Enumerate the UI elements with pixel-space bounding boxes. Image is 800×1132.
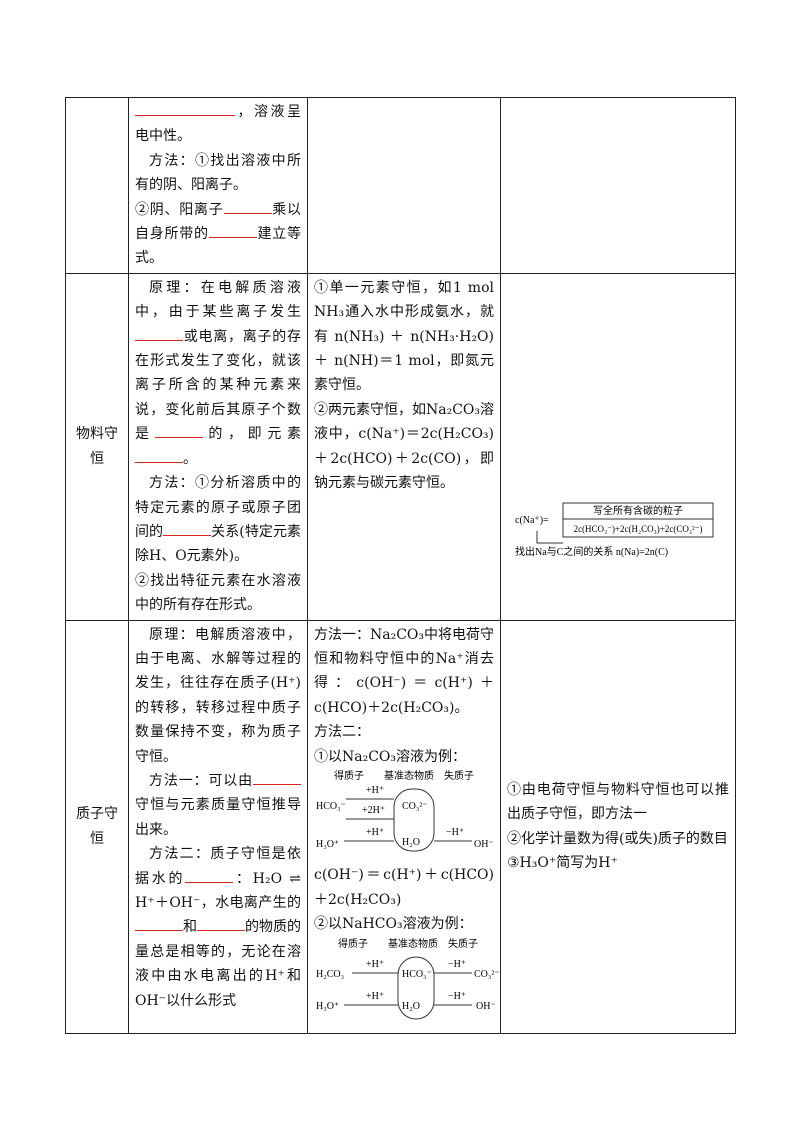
- para: ②找出特征元素在水溶液中的所有存在形式。: [135, 569, 301, 618]
- row: 物料守恒 原理：在电解质溶液中，由于某些离子发生或电离，离子的存在形式发生了变化…: [65, 272, 736, 621]
- diagram-text: 得质子: [338, 938, 368, 950]
- diagram-text: 基准态物质: [384, 769, 434, 782]
- cell: ，溶液呈电中性。 方法：①找出溶液中所有的阴、阳离子。 ②阴、阳离子 乘以自身所带…: [128, 97, 308, 274]
- diagram-text: +2H⁺: [362, 805, 385, 816]
- text: 守恒与元素质量守恒推导出来。: [135, 797, 301, 838]
- diagram-text: +H⁺: [366, 827, 384, 838]
- diagram-text: CO₃²⁻: [474, 969, 499, 980]
- diagram: c(Na⁺)= 写全所有含碳的粒子 2c(HCO₃⁻)+2c(H₂CO₃)+2c…: [515, 502, 714, 558]
- diagram-text: 得质子: [334, 770, 364, 782]
- diagram-text: +H⁺: [366, 785, 384, 796]
- diagram-text: H₂CO₃: [316, 969, 344, 980]
- diagram-text: 找出Na与C之间的关系 n(Na)=2n(C): [515, 545, 668, 558]
- para: c(OH⁻)＝c(H⁺)＋c(HCO)＋2c(H₂CO₃): [314, 867, 494, 908]
- para: ，溶液呈电中性。: [135, 100, 301, 149]
- diagram-text: −H⁺: [446, 827, 464, 838]
- cell: [307, 97, 501, 274]
- para: ②两元素守恒，如Na₂CO₃溶液中，c(Na⁺)＝2c(H₂CO₃)＋2c(HC…: [314, 401, 495, 492]
- diagram-text: −H⁺: [448, 959, 466, 970]
- diagram: 得质子 基准态物质 失质子 HCO₃⁻ +H⁺ +2H⁺ CO₃²⁻ H₃O⁺ …: [316, 769, 494, 852]
- diagram-text: 基准态物质: [388, 937, 438, 950]
- para: 方法二：: [314, 724, 370, 741]
- text: 原理：电解质溶液中，由于电离、水解等过程的发生，往往存在质子(H⁺)的转移，转移…: [135, 626, 301, 765]
- para: 原理：电解质溶液中，由于电离、水解等过程的发生，往往存在质子(H⁺)的转移，转移…: [135, 623, 301, 769]
- text: 和: [183, 919, 197, 936]
- row: 质子守恒 原理：电解质溶液中，由于电离、水解等过程的发生，往往存在质子(H⁺)的…: [65, 619, 736, 1035]
- para: 方法：①分析溶质中的特定元素的原子或原子团间的 关系(特定元素除H、O元素外)。: [135, 471, 301, 569]
- cell: c(Na⁺)= 写全所有含碳的粒子 2c(HCO₃⁻)+2c(H₂CO₃)+2c…: [500, 272, 736, 621]
- para: 方法一：Na₂CO₃中将电荷守恒和物料守恒中的Na⁺消去得：c(OH⁻)＝c(H…: [314, 626, 495, 716]
- diagram: 得质子 基准态物质 失质子 H₂CO₃ +H⁺ HCO₃⁻ −H⁺ CO₃²⁻ …: [316, 937, 500, 1020]
- diagram-text: HCO₃⁻: [316, 801, 346, 812]
- text: 关系(特定元素除H、O元素外)。: [135, 523, 301, 565]
- cell: 方法一：Na₂CO₃中将电荷守恒和物料守恒中的Na⁺消去得：c(OH⁻)＝c(H…: [307, 619, 501, 1035]
- text: 或电离，离子的存在形式发生了变化，就该离子所含的某种元素来说，变化前后其原子个数…: [135, 328, 301, 443]
- text: 方法：①分析溶质中的特定元素的原子或原子团间的: [135, 475, 301, 540]
- text: ②找出特征元素在水溶液中的所有存在形式。: [135, 572, 301, 614]
- row-label: 物料守恒: [65, 272, 129, 621]
- diagram-text: H₃O⁺: [316, 1001, 339, 1012]
- text: 的物质的量总是相等的，无论在溶液中由水电离出的H⁺和OH⁻以什么形式: [135, 919, 301, 1009]
- text: 方法二：质子守恒是依据水的: [135, 846, 301, 887]
- text: ②阴、阳离子: [135, 201, 224, 218]
- text: 。: [183, 450, 197, 467]
- para: ②化学计量数为得(或失)质子的数目: [507, 830, 728, 847]
- para: 方法：①找出溶液中所有的阴、阳离子。: [135, 149, 301, 198]
- diagram-text: OH⁻: [476, 1001, 496, 1012]
- cell: [500, 97, 736, 274]
- para: ②以NaHCO₃溶液为例：: [314, 916, 473, 933]
- diagram-text: +H⁺: [366, 959, 384, 970]
- cell: [65, 97, 129, 274]
- diagram-text: H₃O⁺: [316, 839, 339, 850]
- diagram-text: +H⁺: [366, 991, 384, 1002]
- text: 方法一：可以由: [149, 772, 253, 789]
- table: ，溶液呈电中性。 方法：①找出溶液中所有的阴、阳离子。 ②阴、阳离子 乘以自身所带…: [65, 97, 736, 1035]
- para: ②阴、阳离子 乘以自身所带的 建立等式。: [135, 198, 301, 271]
- para: 方法二：质子守恒是依据水的 ：H₂O ⇌ H⁺＋OH⁻，水电离产生的和 的物质的量总…: [135, 842, 301, 1013]
- text: 乘以自身所带的: [135, 201, 301, 243]
- diagram-text: 写全所有含碳的粒子: [593, 504, 683, 517]
- text: ，溶液呈电中性。: [135, 104, 301, 145]
- row: ，溶液呈电中性。 方法：①找出溶液中所有的阴、阳离子。 ②阴、阳离子 乘以自身所带…: [65, 97, 736, 274]
- diagram-text: c(Na⁺)=: [515, 515, 549, 526]
- diagram-text: HCO₃⁻: [402, 969, 432, 980]
- diagram-text: H₂O: [402, 837, 420, 848]
- text: 原理：在电解质溶液中，由于某些离子发生: [135, 279, 301, 321]
- cell: 原理：在电解质溶液中，由于某些离子发生或电离，离子的存在形式发生了变化，就该离子…: [128, 272, 308, 621]
- diagram-text: 失质子: [444, 769, 474, 782]
- text: 方法：①找出溶液中所有的阴、阳离子。: [135, 152, 301, 194]
- para: 原理：在电解质溶液中，由于某些离子发生或电离，离子的存在形式发生了变化，就该离子…: [135, 276, 301, 471]
- diagram-text: 2c(HCO₃⁻)+2c(H₂CO₃)+2c(CO₃²⁻): [574, 524, 703, 534]
- diagram-text: OH⁻: [474, 839, 494, 850]
- cell: 原理：电解质溶液中，由于电离、水解等过程的发生，往往存在质子(H⁺)的转移，转移…: [128, 619, 308, 1035]
- para: ③H₃O⁺简写为H⁺: [507, 855, 618, 872]
- diagram-text: −H⁺: [448, 991, 466, 1002]
- diagram-text: 失质子: [448, 937, 478, 950]
- para: 方法一：可以由守恒与元素质量守恒推导出来。: [135, 769, 301, 842]
- text: 的，即元素: [202, 426, 302, 443]
- cell: ①由电荷守恒与物料守恒也可以推出质子守恒，即方法一 ②化学计量数为得(或失)质子…: [500, 619, 736, 1035]
- diagram-text: H₂O: [402, 1001, 420, 1012]
- para: ①以Na₂CO₃溶液为例：: [314, 748, 467, 765]
- diagram-text: CO₃²⁻: [402, 801, 428, 812]
- text: ：H₂O ⇌ H⁺＋OH⁻，水电离产生的: [135, 870, 302, 911]
- cell: ①单一元素守恒，如1 mol NH₃通入水中形成氨水，就有 n(NH₃) ＋ n…: [307, 272, 501, 621]
- para: ①单一元素守恒，如1 mol NH₃通入水中形成氨水，就有 n(NH₃) ＋ n…: [314, 279, 494, 394]
- row-label: 质子守恒: [65, 619, 129, 1035]
- para: ①由电荷守恒与物料守恒也可以推出质子守恒，即方法一: [507, 781, 729, 823]
- text: 建立等式。: [135, 226, 301, 267]
